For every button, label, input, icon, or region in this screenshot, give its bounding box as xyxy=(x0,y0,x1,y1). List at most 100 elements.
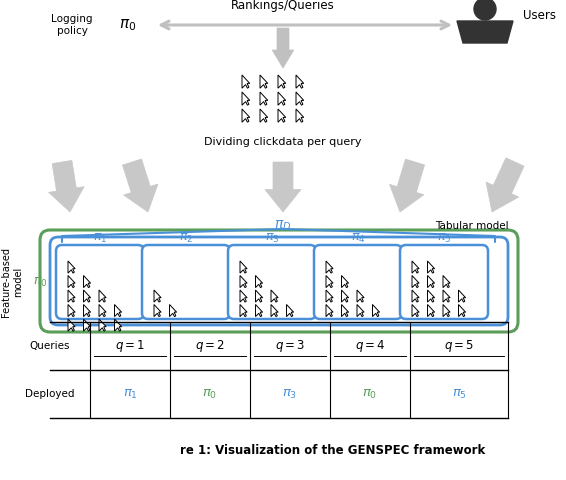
FancyBboxPatch shape xyxy=(142,245,230,319)
Polygon shape xyxy=(114,304,122,317)
FancyBboxPatch shape xyxy=(40,230,518,332)
Polygon shape xyxy=(240,290,247,302)
Polygon shape xyxy=(278,92,286,105)
Text: re 1: Visualization of the GENSPEC framework: re 1: Visualization of the GENSPEC frame… xyxy=(180,444,485,456)
Polygon shape xyxy=(271,290,278,302)
Text: $\pi_2$: $\pi_2$ xyxy=(179,232,193,245)
Polygon shape xyxy=(412,261,419,273)
Text: $q = 2$: $q = 2$ xyxy=(195,338,225,354)
Text: $\pi_0$: $\pi_0$ xyxy=(362,387,378,400)
Polygon shape xyxy=(443,290,450,302)
Text: $\pi_0$: $\pi_0$ xyxy=(203,387,217,400)
Polygon shape xyxy=(242,109,250,122)
Polygon shape xyxy=(84,276,91,288)
Polygon shape xyxy=(457,21,513,43)
Polygon shape xyxy=(296,92,304,105)
Polygon shape xyxy=(260,109,268,122)
Polygon shape xyxy=(427,290,435,302)
Ellipse shape xyxy=(474,0,496,20)
Polygon shape xyxy=(242,75,250,88)
Polygon shape xyxy=(255,276,263,288)
FancyBboxPatch shape xyxy=(400,245,488,319)
Text: $\pi_3$: $\pi_3$ xyxy=(282,387,298,400)
FancyBboxPatch shape xyxy=(50,237,508,325)
Text: Feature-based
model: Feature-based model xyxy=(1,247,23,317)
Polygon shape xyxy=(68,304,75,317)
Polygon shape xyxy=(357,290,364,302)
Polygon shape xyxy=(169,304,177,317)
Polygon shape xyxy=(372,304,380,317)
Polygon shape xyxy=(443,276,450,288)
FancyBboxPatch shape xyxy=(314,245,402,319)
Polygon shape xyxy=(154,304,161,317)
Polygon shape xyxy=(240,261,247,273)
Polygon shape xyxy=(486,158,524,212)
Text: Rankings/Queries: Rankings/Queries xyxy=(231,0,335,12)
Text: $\pi_5$: $\pi_5$ xyxy=(452,387,466,400)
Polygon shape xyxy=(255,290,263,302)
Text: Dividing clickdata per query: Dividing clickdata per query xyxy=(204,137,362,147)
Polygon shape xyxy=(427,304,435,317)
Text: $\pi_D$: $\pi_D$ xyxy=(275,219,291,233)
Polygon shape xyxy=(99,304,106,317)
Polygon shape xyxy=(341,276,349,288)
Polygon shape xyxy=(255,304,263,317)
Text: $\pi_3$: $\pi_3$ xyxy=(265,232,279,245)
Polygon shape xyxy=(286,304,294,317)
Text: $\pi_1$: $\pi_1$ xyxy=(122,387,138,400)
Polygon shape xyxy=(265,162,301,212)
Polygon shape xyxy=(412,290,419,302)
Polygon shape xyxy=(68,319,75,331)
Polygon shape xyxy=(122,159,158,212)
Polygon shape xyxy=(84,319,91,331)
Text: Users: Users xyxy=(523,9,556,22)
Polygon shape xyxy=(326,276,333,288)
Text: $q = 5$: $q = 5$ xyxy=(444,338,474,354)
Polygon shape xyxy=(278,75,286,88)
Polygon shape xyxy=(68,261,75,273)
Text: Queries: Queries xyxy=(30,341,70,351)
Text: $\pi_5$: $\pi_5$ xyxy=(437,232,451,245)
Polygon shape xyxy=(240,276,247,288)
Polygon shape xyxy=(49,160,84,212)
Polygon shape xyxy=(296,109,304,122)
Polygon shape xyxy=(68,276,75,288)
Text: Deployed: Deployed xyxy=(25,389,75,399)
Text: $\pi_1$: $\pi_1$ xyxy=(93,232,107,245)
Text: Tabular model: Tabular model xyxy=(435,221,509,231)
Polygon shape xyxy=(84,304,91,317)
Polygon shape xyxy=(84,290,91,302)
Polygon shape xyxy=(271,304,278,317)
Polygon shape xyxy=(458,304,466,317)
Polygon shape xyxy=(260,92,268,105)
Polygon shape xyxy=(272,28,294,68)
Polygon shape xyxy=(154,290,161,302)
Polygon shape xyxy=(99,319,106,331)
Polygon shape xyxy=(99,290,106,302)
FancyBboxPatch shape xyxy=(228,245,316,319)
Text: $q = 3$: $q = 3$ xyxy=(275,338,305,354)
Text: $\pi_0$: $\pi_0$ xyxy=(119,17,136,33)
Polygon shape xyxy=(326,304,333,317)
Polygon shape xyxy=(389,159,424,212)
Polygon shape xyxy=(412,304,419,317)
Polygon shape xyxy=(68,290,75,302)
Polygon shape xyxy=(357,304,364,317)
Polygon shape xyxy=(458,290,466,302)
Text: $\pi_0$: $\pi_0$ xyxy=(33,276,48,288)
Polygon shape xyxy=(341,290,349,302)
Polygon shape xyxy=(296,75,304,88)
Polygon shape xyxy=(278,109,286,122)
Polygon shape xyxy=(412,276,419,288)
Polygon shape xyxy=(341,304,349,317)
FancyBboxPatch shape xyxy=(56,245,144,319)
Text: $q = 4$: $q = 4$ xyxy=(355,338,385,354)
Polygon shape xyxy=(427,276,435,288)
Polygon shape xyxy=(427,261,435,273)
Polygon shape xyxy=(114,319,122,331)
Polygon shape xyxy=(260,75,268,88)
Text: Logging
policy: Logging policy xyxy=(52,14,93,36)
Text: $\pi_4$: $\pi_4$ xyxy=(351,232,365,245)
Polygon shape xyxy=(326,261,333,273)
Polygon shape xyxy=(443,304,450,317)
